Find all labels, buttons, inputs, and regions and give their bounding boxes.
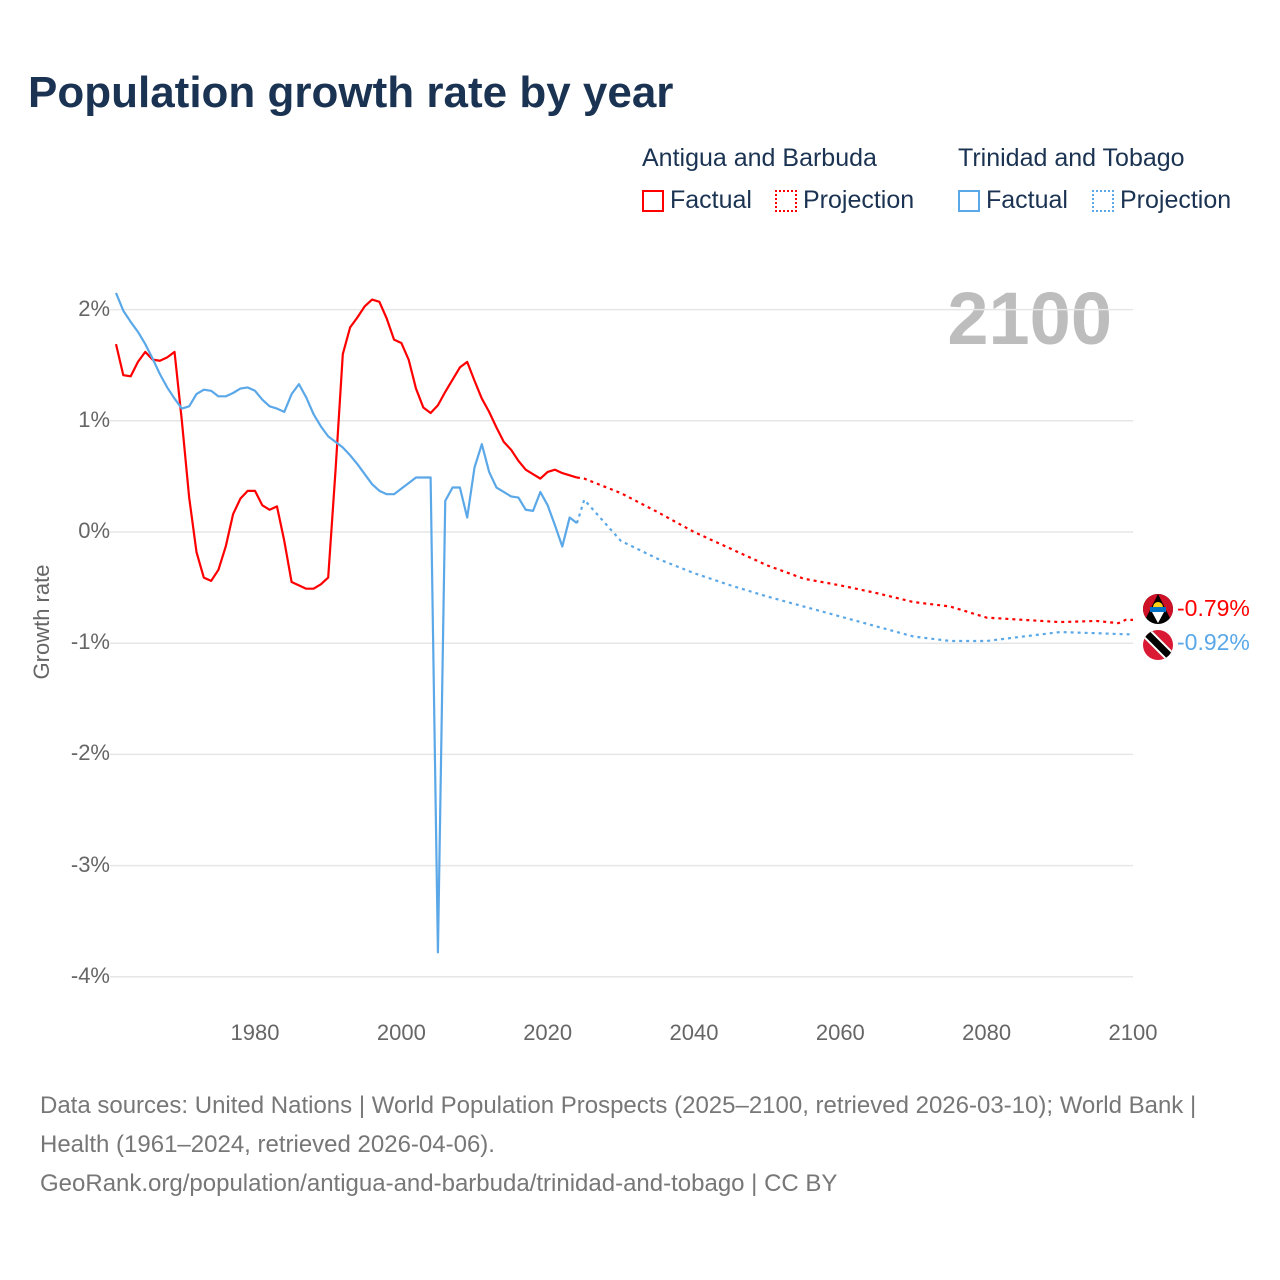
legend-group-antigua: Antigua and Barbuda	[642, 144, 877, 172]
end-label-antigua: -0.79%	[1177, 595, 1250, 621]
y-tick-label: 1%	[78, 406, 110, 432]
solid-swatch-icon	[958, 189, 980, 212]
antigua-projection-line	[576, 476, 1133, 625]
antigua-factual-line	[114, 298, 578, 590]
legend-label: Projection	[803, 186, 915, 214]
legend-antigua-projection[interactable]: Projection	[775, 186, 914, 215]
legend-antigua-factual[interactable]: Factual	[642, 186, 752, 215]
dotted-swatch-icon	[775, 189, 797, 212]
x-tick-label: 2000	[376, 1020, 426, 1045]
trinidad-factual-line	[114, 292, 578, 954]
x-tick-label: 2020	[523, 1020, 573, 1045]
y-tick-label: 0%	[78, 518, 110, 543]
y-tick-label: -3%	[70, 851, 110, 877]
end-label-trinidad: -0.92%	[1177, 629, 1250, 655]
attribution-link[interactable]: GeoRank.org/population/antigua-and-barbu…	[40, 1170, 838, 1197]
legend-label: Projection	[1120, 186, 1232, 214]
x-tick-label: 1980	[230, 1020, 280, 1045]
x-tick-label: 2060	[815, 1020, 865, 1045]
flag-trinidad-icon	[1143, 630, 1173, 660]
y-tick-label: -2%	[70, 740, 110, 766]
x-tick-label: 2100	[1108, 1020, 1158, 1045]
page-title: Population growth rate by year	[28, 68, 674, 117]
legend-trinidad-projection[interactable]: Projection	[1092, 186, 1231, 215]
current-year-label: 2100	[947, 277, 1112, 360]
legend-group-trinidad: Trinidad and Tobago	[958, 144, 1185, 172]
x-tick-label: 2040	[669, 1020, 719, 1045]
y-tick-label: -4%	[70, 962, 110, 988]
legend-trinidad-factual[interactable]: Factual	[958, 186, 1068, 215]
flag-antigua-icon	[1143, 594, 1173, 624]
solid-swatch-icon	[642, 189, 664, 212]
x-tick-label: 2080	[962, 1020, 1012, 1045]
dotted-swatch-icon	[1092, 189, 1114, 212]
y-tick-label: -1%	[70, 629, 110, 655]
y-tick-label: 2%	[78, 295, 110, 321]
legend-label: Factual	[986, 186, 1068, 214]
legend-label: Factual	[670, 186, 752, 214]
trinidad-projection-line	[575, 497, 1133, 643]
data-sources: Data sources: United Nations | World Pop…	[40, 1092, 1197, 1158]
